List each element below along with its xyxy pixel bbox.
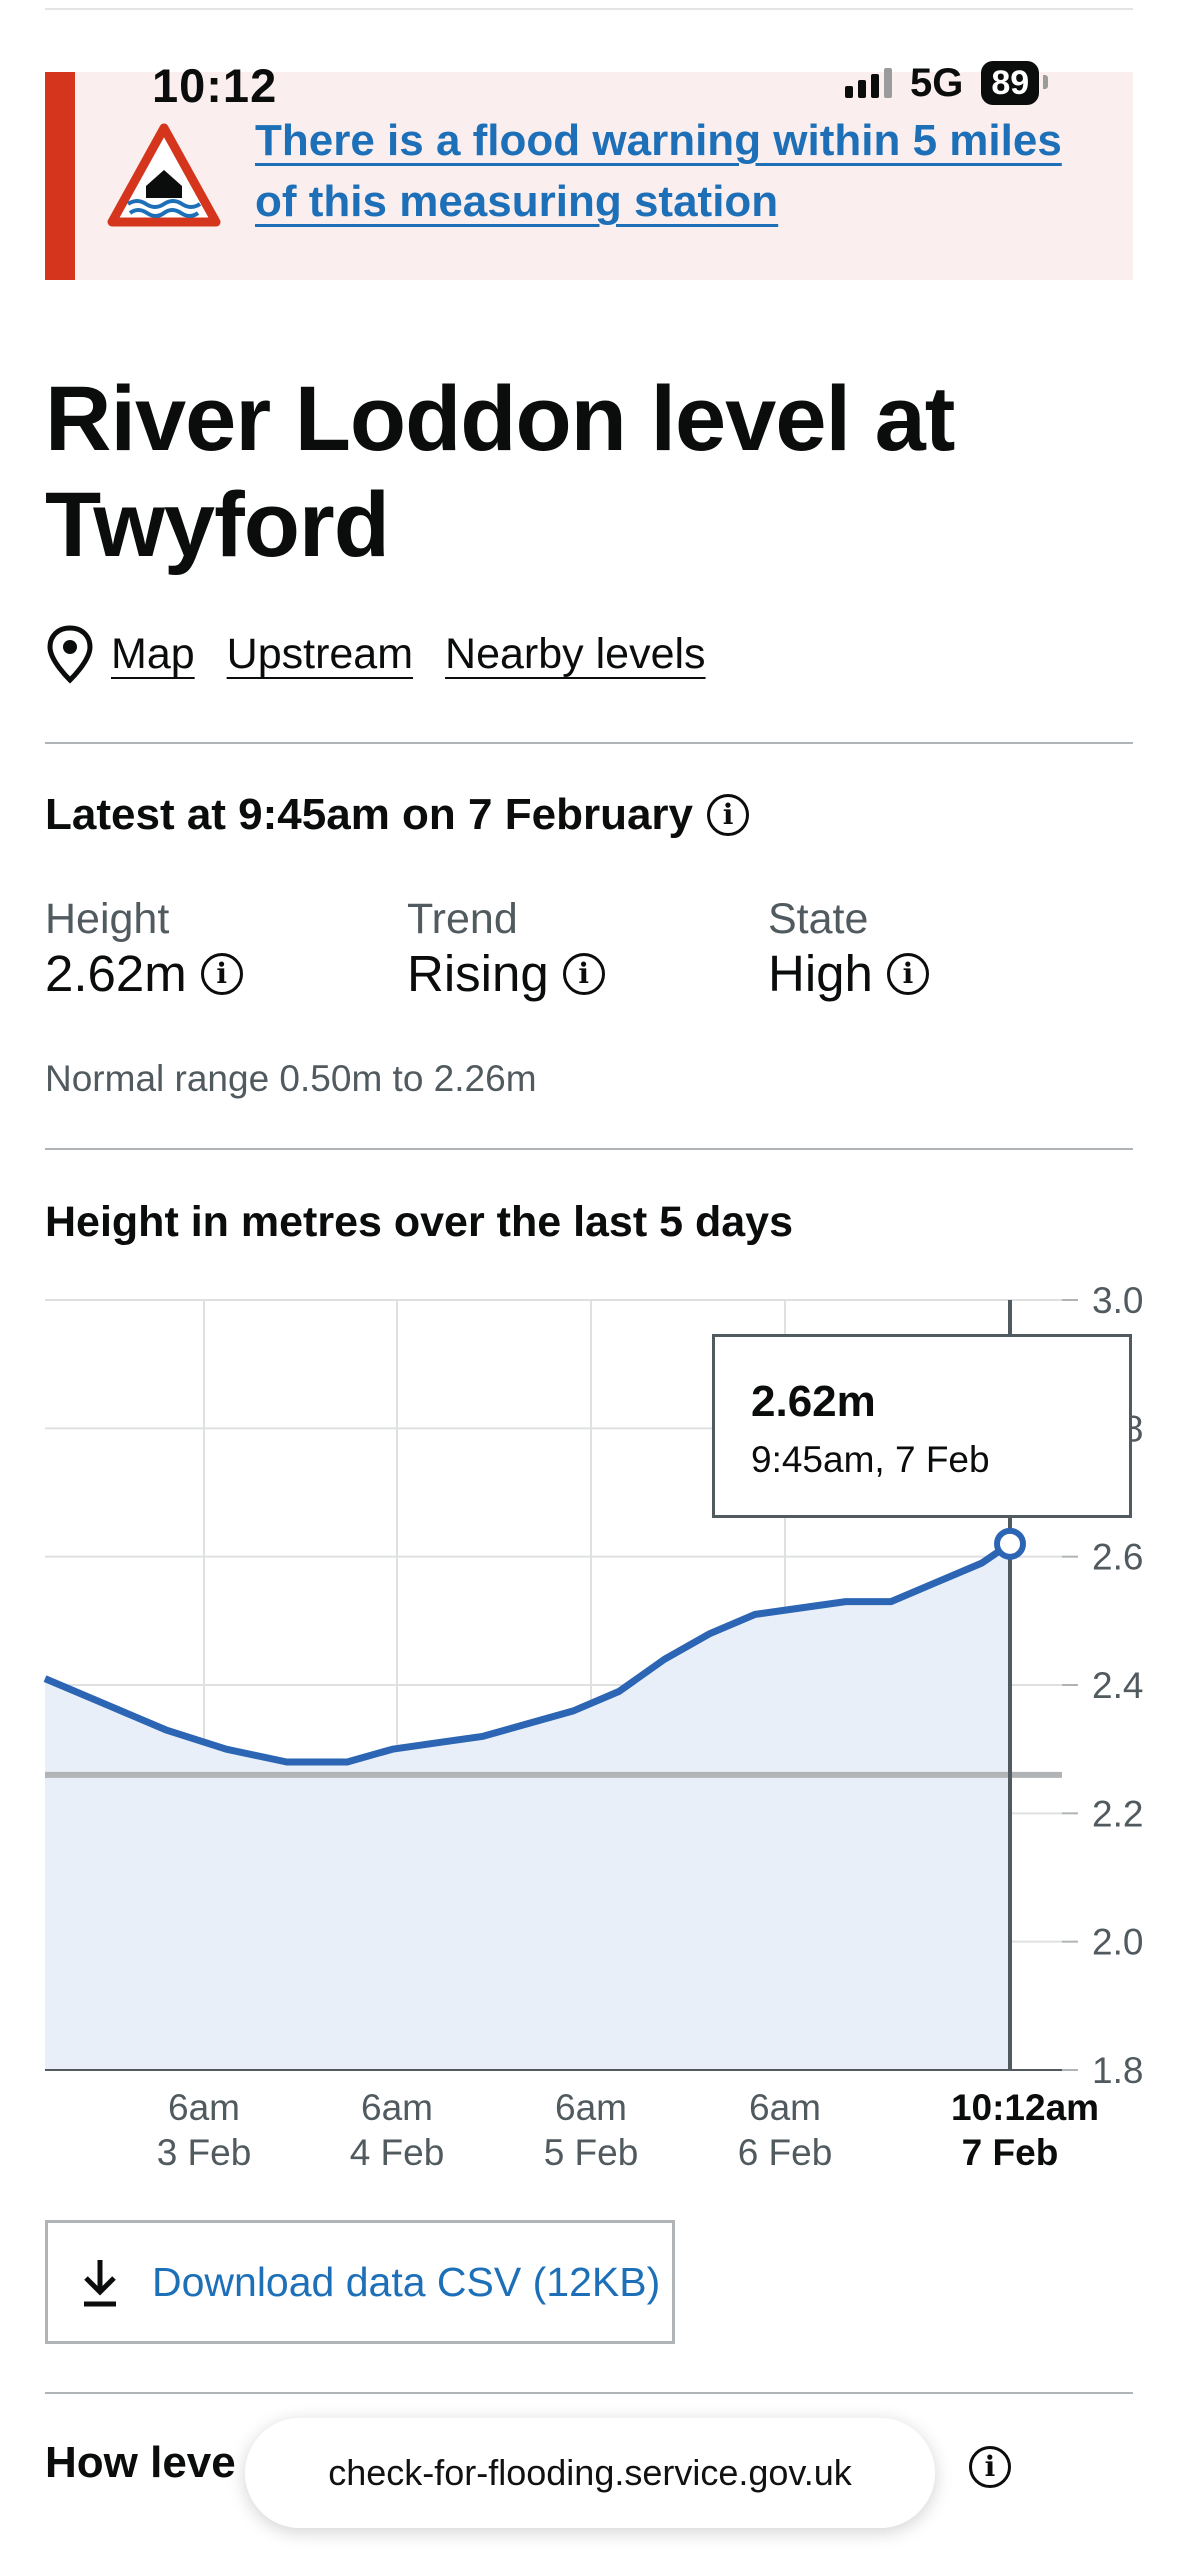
signal-icon <box>845 68 892 98</box>
trend-value: Rising <box>407 945 549 1002</box>
section-divider <box>45 1148 1133 1150</box>
flood-warning-link[interactable]: There is a flood warning within 5 miles … <box>255 116 1062 226</box>
y-tick-label: 3.0 <box>1092 1280 1143 1321</box>
height-info-icon[interactable]: i <box>200 952 243 995</box>
height-stat: Height 2.62m i <box>45 895 243 1003</box>
status-indicators: 5G 89 <box>845 60 1048 106</box>
x-tick-label: 6 Feb <box>738 2132 833 2173</box>
flood-warning-icon <box>107 123 221 227</box>
section-divider <box>45 742 1133 744</box>
download-label: Download data CSV (12KB) <box>152 2258 661 2305</box>
upstream-link[interactable]: Upstream <box>226 629 414 678</box>
page-title: River Loddon level at Twyford <box>45 368 955 576</box>
map-link[interactable]: Map <box>111 629 195 678</box>
chart-area <box>45 1543 1010 2070</box>
level-line <box>43 1540 1012 1766</box>
latest-info-icon[interactable]: i <box>707 794 750 836</box>
x-tick-label: 6am <box>555 2087 627 2128</box>
trend-info-icon[interactable]: i <box>562 952 605 995</box>
top-divider <box>45 8 1133 10</box>
height-value: 2.62m <box>45 945 187 1002</box>
network-label: 5G <box>910 60 964 105</box>
trend-stat: Trend Rising i <box>407 895 605 1003</box>
state-value-row: High i <box>768 944 929 1003</box>
x-tick-label: 6am <box>361 2087 433 2128</box>
chart-tooltip: 2.62m 9:45am, 7 Feb <box>712 1334 1132 1518</box>
browser-url-bar[interactable]: check-for-flooding.service.gov.uk <box>245 2418 935 2528</box>
y-tick-label: 2.6 <box>1092 1537 1143 1578</box>
state-value: High <box>768 945 873 1002</box>
battery-icon: 89 <box>981 61 1048 105</box>
download-csv-button[interactable]: Download data CSV (12KB) <box>45 2220 675 2344</box>
y-tick-label: 1.8 <box>1092 2050 1143 2091</box>
x-tick-label: 4 Feb <box>350 2132 445 2173</box>
how-levels-heading: How leve <box>45 2438 236 2487</box>
y-tick-label: 2.2 <box>1092 1793 1143 1834</box>
x-tick-label-now: 7 Feb <box>962 2132 1059 2173</box>
section-divider <box>45 2392 1133 2394</box>
download-icon <box>84 2260 116 2307</box>
state-label: State <box>768 895 869 943</box>
normal-range: Normal range 0.50m to 2.26m <box>45 1058 537 1099</box>
flood-warning-banner <box>45 72 1133 280</box>
url-text: check-for-flooding.service.gov.uk <box>328 2452 852 2493</box>
x-tick-label: 3 Feb <box>157 2132 252 2173</box>
height-value-row: 2.62m i <box>45 944 243 1003</box>
y-tick-label: 2.0 <box>1092 1922 1143 1963</box>
chart-title: Height in metres over the last 5 days <box>45 1198 793 1246</box>
state-stat: State High i <box>768 895 929 1003</box>
map-pin-icon <box>47 625 93 684</box>
station-nav: Map Upstream Nearby levels <box>45 624 738 684</box>
trend-label: Trend <box>407 895 518 943</box>
banner-accent-bar <box>45 72 75 280</box>
how-info-icon[interactable]: i <box>969 2446 1011 2488</box>
x-tick-label: 6am <box>749 2087 821 2128</box>
y-tick-label: 2.4 <box>1092 1665 1143 1706</box>
trend-value-row: Rising i <box>407 944 605 1003</box>
latest-point <box>994 1527 1026 1560</box>
x-tick-label: 6am <box>168 2087 240 2128</box>
latest-heading: Latest at 9:45am on 7 February i <box>45 790 750 840</box>
tooltip-value: 2.62m <box>751 1377 876 1426</box>
status-time: 10:12 <box>152 59 278 112</box>
latest-heading-text: Latest at 9:45am on 7 February <box>45 790 694 839</box>
nearby-levels-link[interactable]: Nearby levels <box>445 629 706 678</box>
tooltip-time: 9:45am, 7 Feb <box>751 1439 990 1480</box>
height-label: Height <box>45 895 170 943</box>
x-tick-label-now: 10:12am <box>951 2087 1099 2128</box>
x-tick-label: 5 Feb <box>544 2132 639 2173</box>
state-info-icon[interactable]: i <box>886 952 929 995</box>
